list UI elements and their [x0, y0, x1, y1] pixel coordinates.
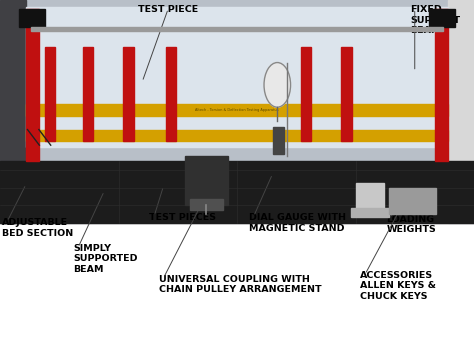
- Bar: [26, 9, 39, 161]
- Bar: [273, 127, 284, 154]
- Bar: [26, 130, 448, 141]
- Bar: [0, 0, 26, 223]
- Text: TEST PIECE: TEST PIECE: [138, 5, 199, 14]
- Ellipse shape: [264, 62, 291, 107]
- Bar: [301, 47, 311, 141]
- Text: LOADING
WEIGHTS: LOADING WEIGHTS: [386, 215, 436, 234]
- Bar: [190, 199, 223, 210]
- Bar: [341, 47, 352, 141]
- Text: ADJUSTABLE
BED SECTION: ADJUSTABLE BED SECTION: [2, 218, 73, 238]
- Bar: [389, 188, 436, 214]
- Bar: [435, 9, 448, 161]
- Bar: [19, 9, 45, 27]
- Bar: [31, 27, 443, 31]
- Text: UNIVERSAL COUPLING WITH
CHAIN PULLEY ARRANGEMENT: UNIVERSAL COUPLING WITH CHAIN PULLEY ARR…: [159, 275, 321, 294]
- Bar: [26, 7, 448, 147]
- Bar: [166, 47, 176, 141]
- Bar: [26, 104, 448, 116]
- Text: ACCESSORIES
ALLEN KEYS &
CHUCK KEYS: ACCESSORIES ALLEN KEYS & CHUCK KEYS: [360, 271, 436, 301]
- Text: FIXED
SUPPORT
BEAMS: FIXED SUPPORT BEAMS: [410, 5, 460, 35]
- Bar: [185, 156, 228, 206]
- Bar: [0, 0, 474, 167]
- Bar: [448, 0, 474, 223]
- Bar: [83, 47, 93, 141]
- Bar: [351, 208, 389, 217]
- Text: SIMPLY
SUPPORTED
BEAM: SIMPLY SUPPORTED BEAM: [73, 244, 138, 273]
- Text: DIAL GAUGE WITH
MAGNETIC STAND: DIAL GAUGE WITH MAGNETIC STAND: [249, 213, 346, 233]
- Text: Altech - Torsion & Deflection Testing Apparatus: Altech - Torsion & Deflection Testing Ap…: [195, 108, 279, 112]
- Bar: [0, 167, 474, 223]
- Bar: [429, 9, 455, 27]
- Bar: [356, 183, 384, 214]
- Text: TEST PIECES: TEST PIECES: [149, 213, 216, 222]
- Bar: [45, 47, 55, 141]
- Bar: [0, 161, 474, 223]
- Bar: [123, 47, 134, 141]
